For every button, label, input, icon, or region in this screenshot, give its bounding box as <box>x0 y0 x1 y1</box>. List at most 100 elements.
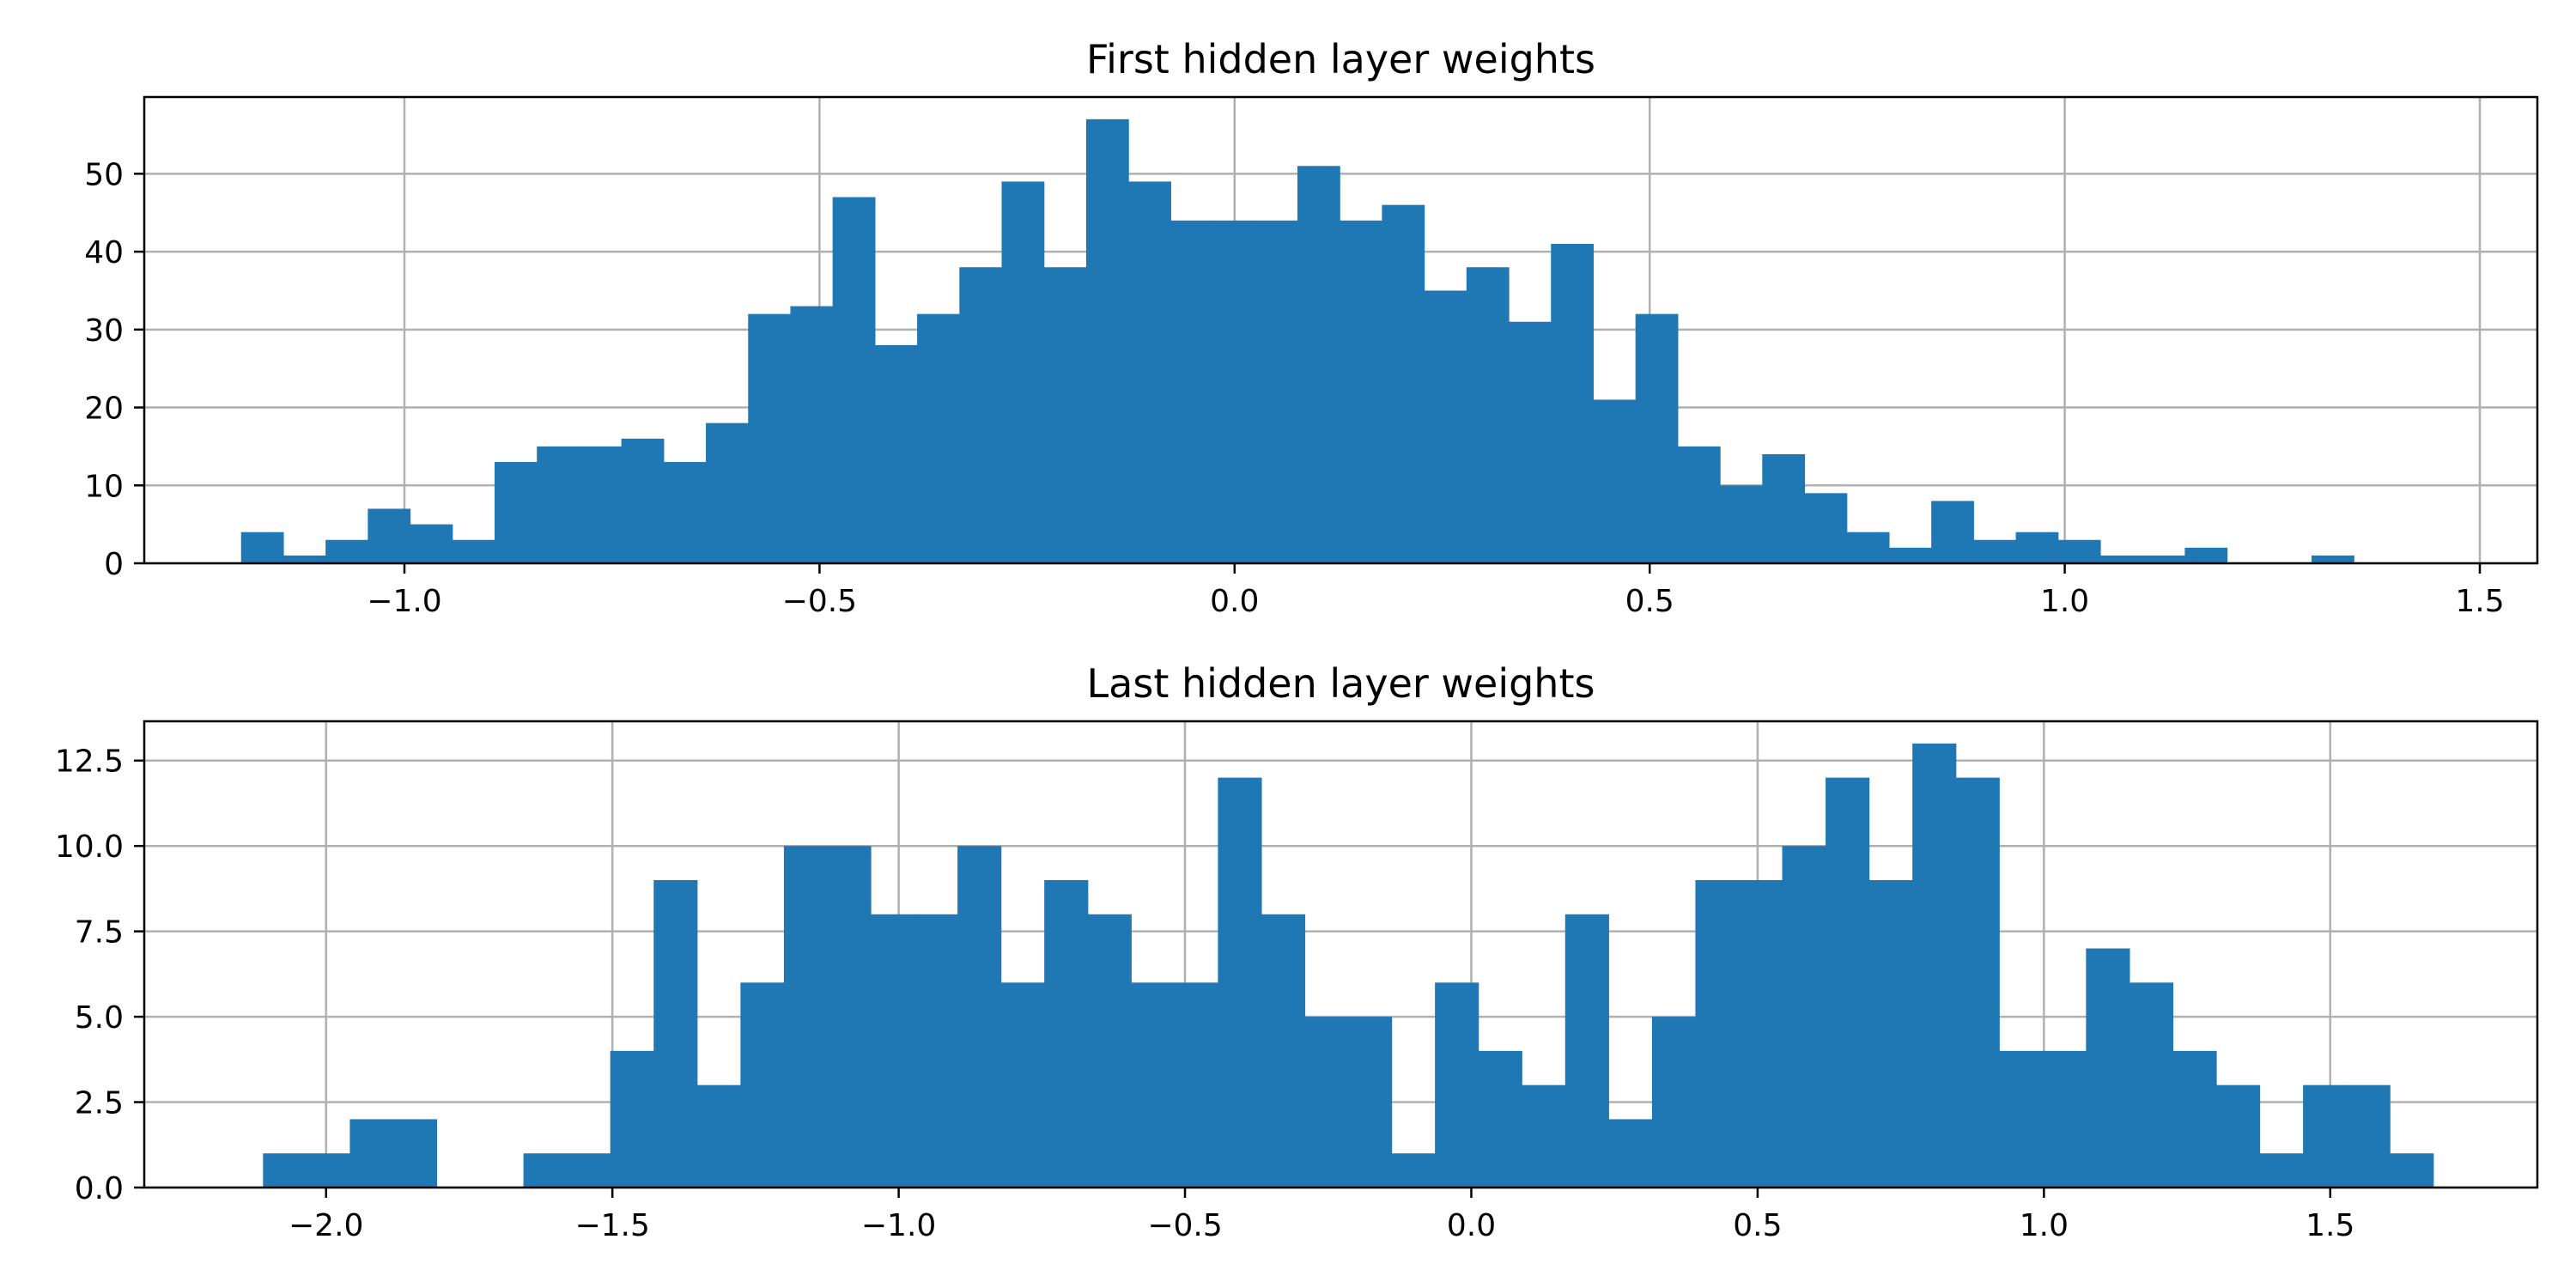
histogram-bar <box>494 462 538 563</box>
histogram-bar <box>621 438 665 563</box>
histogram-bar <box>2346 1084 2391 1188</box>
x-tick-label: 1.5 <box>2306 1208 2354 1243</box>
x-tick-label: 1.5 <box>2455 584 2504 619</box>
histogram-bar <box>1695 879 1740 1188</box>
last-hidden-layer-histogram: Last hidden layer weights −2.0 −1.5 −1.0 −0… <box>55 660 2539 1243</box>
histogram-bar <box>1762 453 1806 563</box>
histogram-bar <box>349 1119 394 1188</box>
histogram-bar <box>874 344 918 563</box>
x-tick-label: −0.5 <box>1147 1208 1222 1243</box>
histogram-bar <box>1651 1017 1697 1188</box>
chart-title: Last hidden layer weights <box>1087 660 1595 707</box>
histogram-bar <box>567 1153 611 1188</box>
histogram-bar <box>1085 118 1129 563</box>
histogram-bar <box>2312 555 2354 563</box>
histogram-bar <box>2042 1050 2087 1188</box>
histogram-bar <box>1304 1017 1349 1188</box>
histogram-bar <box>1001 181 1045 563</box>
histogram-bar <box>1888 547 1932 563</box>
histogram-bar <box>2057 539 2101 563</box>
histogram-bar <box>2216 1084 2261 1188</box>
histogram-bar <box>1955 777 2000 1188</box>
y-tick-label: 0.0 <box>75 1171 124 1206</box>
x-tick-label: 1.0 <box>2040 584 2089 619</box>
histogram-bar <box>1804 493 1848 563</box>
histogram-bar <box>1261 914 1306 1188</box>
histogram-bar <box>452 539 495 563</box>
histogram-bar <box>1348 1017 1393 1188</box>
histogram-bar <box>263 1153 307 1188</box>
histogram-bar <box>1435 982 1479 1188</box>
histogram-bar <box>1999 1050 2044 1188</box>
histogram-bar <box>1912 743 1957 1188</box>
first-hidden-layer-histogram: First hidden layer weights −1.0 −0.5 0.0 0.… <box>84 36 2539 619</box>
histogram-bar <box>914 914 958 1188</box>
histogram-bar <box>1522 1084 1566 1188</box>
histogram-bar <box>2099 555 2143 563</box>
histogram-bar <box>306 1153 351 1188</box>
histogram-bar <box>959 267 1003 563</box>
histogram-bar <box>1551 244 1595 563</box>
histogram-bar <box>2129 982 2174 1188</box>
histogram-bar <box>2172 1050 2217 1188</box>
x-tick-label: 0.5 <box>1625 584 1674 619</box>
histogram-bar <box>2184 547 2228 563</box>
histogram-bars <box>263 743 2434 1188</box>
histogram-bar <box>1635 313 1679 563</box>
histogram-bar <box>2390 1153 2434 1188</box>
histogram-bar <box>410 524 453 563</box>
histogram-bar <box>1720 485 1763 563</box>
histogram-bar <box>1478 1050 1522 1188</box>
histogram-bar <box>832 197 876 563</box>
y-tick-label: 30 <box>84 313 124 349</box>
y-tick-label: 50 <box>84 157 124 192</box>
x-tick-label: 1.0 <box>2020 1208 2069 1243</box>
histogram-bar <box>283 555 326 563</box>
y-tick-label: 10 <box>84 469 124 504</box>
x-tick-label: −0.5 <box>782 584 857 619</box>
y-tick-label: 2.5 <box>75 1086 124 1121</box>
axes-frame <box>143 720 2539 1189</box>
histogram-bar <box>1782 846 1826 1188</box>
histogram-bar <box>740 982 785 1188</box>
histogram-bar <box>1000 982 1045 1188</box>
histogram-bar <box>1087 914 1132 1188</box>
x-tick-label: −1.0 <box>861 1208 936 1243</box>
histogram-bar <box>706 422 749 563</box>
histogram-bar <box>663 462 707 563</box>
y-axis-ticks: 0 10 20 30 40 50 <box>84 157 144 582</box>
histogram-bar <box>325 539 368 563</box>
histogram-bar <box>1131 982 1176 1188</box>
x-axis-ticks: −2.0 −1.5 −1.0 −0.5 0.0 0.5 1.0 1.5 <box>289 1188 2354 1243</box>
histogram-bar <box>1424 290 1467 563</box>
y-tick-label: 7.5 <box>75 915 124 951</box>
histogram-bar <box>1868 879 1913 1188</box>
histogram-bar <box>748 313 792 563</box>
histogram-bar <box>1170 220 1214 563</box>
histogram-bar <box>523 1153 568 1188</box>
x-tick-label: −1.5 <box>574 1208 649 1243</box>
histogram-bar <box>790 306 834 563</box>
histogram-bar <box>1931 501 1974 563</box>
histogram-bar <box>1677 446 1721 563</box>
histogram-bar <box>1382 204 1425 563</box>
histogram-bar <box>827 846 872 1188</box>
x-tick-label: −1.0 <box>367 584 441 619</box>
x-tick-label: 0.0 <box>1447 1208 1496 1243</box>
histogram-bar <box>1846 532 1890 563</box>
histogram-bar <box>2015 532 2059 563</box>
histogram-bar <box>653 879 698 1188</box>
histogram-bar <box>1593 399 1637 563</box>
x-tick-label: −2.0 <box>289 1208 363 1243</box>
histogram-bar <box>2303 1084 2348 1188</box>
histogram-bar <box>1466 267 1510 563</box>
histogram-bar <box>2142 555 2185 563</box>
histogram-bar <box>368 508 411 563</box>
histogram-bar <box>2259 1153 2304 1188</box>
histogram-bars <box>240 118 2354 564</box>
histogram-bar <box>917 313 960 563</box>
histogram-bar <box>783 846 829 1188</box>
histogram-bar <box>392 1119 438 1188</box>
histogram-bar <box>957 846 1002 1188</box>
